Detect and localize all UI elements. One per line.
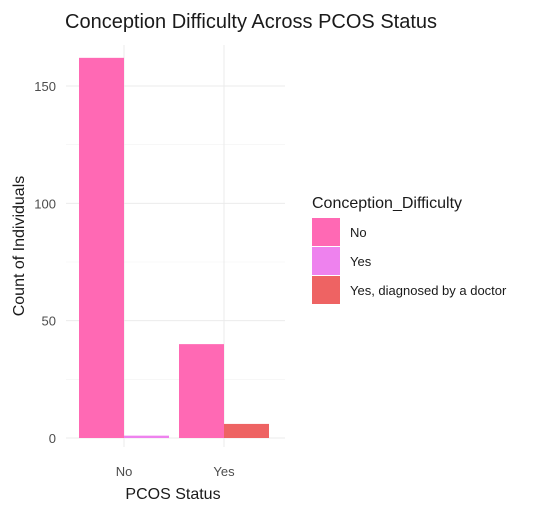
x-tick-label: No bbox=[116, 464, 133, 479]
y-axis-ticks: 0 50 100 150 bbox=[34, 79, 56, 446]
x-axis-title: PCOS Status bbox=[125, 486, 220, 503]
bars bbox=[79, 57, 269, 439]
bar bbox=[79, 57, 124, 439]
y-tick-label: 100 bbox=[34, 196, 56, 211]
chart-title: Conception Difficulty Across PCOS Status bbox=[65, 11, 437, 33]
y-tick-label: 0 bbox=[49, 431, 56, 446]
legend-title: Conception_Difficulty bbox=[312, 195, 462, 212]
legend-swatch bbox=[312, 218, 340, 246]
x-tick-label: Yes bbox=[213, 464, 235, 479]
y-tick-label: 50 bbox=[42, 314, 56, 329]
legend-swatch bbox=[312, 276, 340, 304]
bar bbox=[179, 344, 224, 438]
bar bbox=[224, 423, 269, 438]
legend: Conception_Difficulty No Yes Yes, diagnose… bbox=[312, 195, 507, 304]
y-tick-label: 150 bbox=[34, 79, 56, 94]
x-axis-ticks: No Yes bbox=[116, 464, 235, 479]
bar bbox=[124, 435, 169, 438]
legend-label: No bbox=[350, 225, 367, 240]
legend-label: Yes, diagnosed by a doctor bbox=[350, 283, 507, 298]
legend-label: Yes bbox=[350, 254, 372, 269]
y-axis-title: Count of Individuals bbox=[11, 176, 28, 317]
legend-swatch bbox=[312, 247, 340, 275]
